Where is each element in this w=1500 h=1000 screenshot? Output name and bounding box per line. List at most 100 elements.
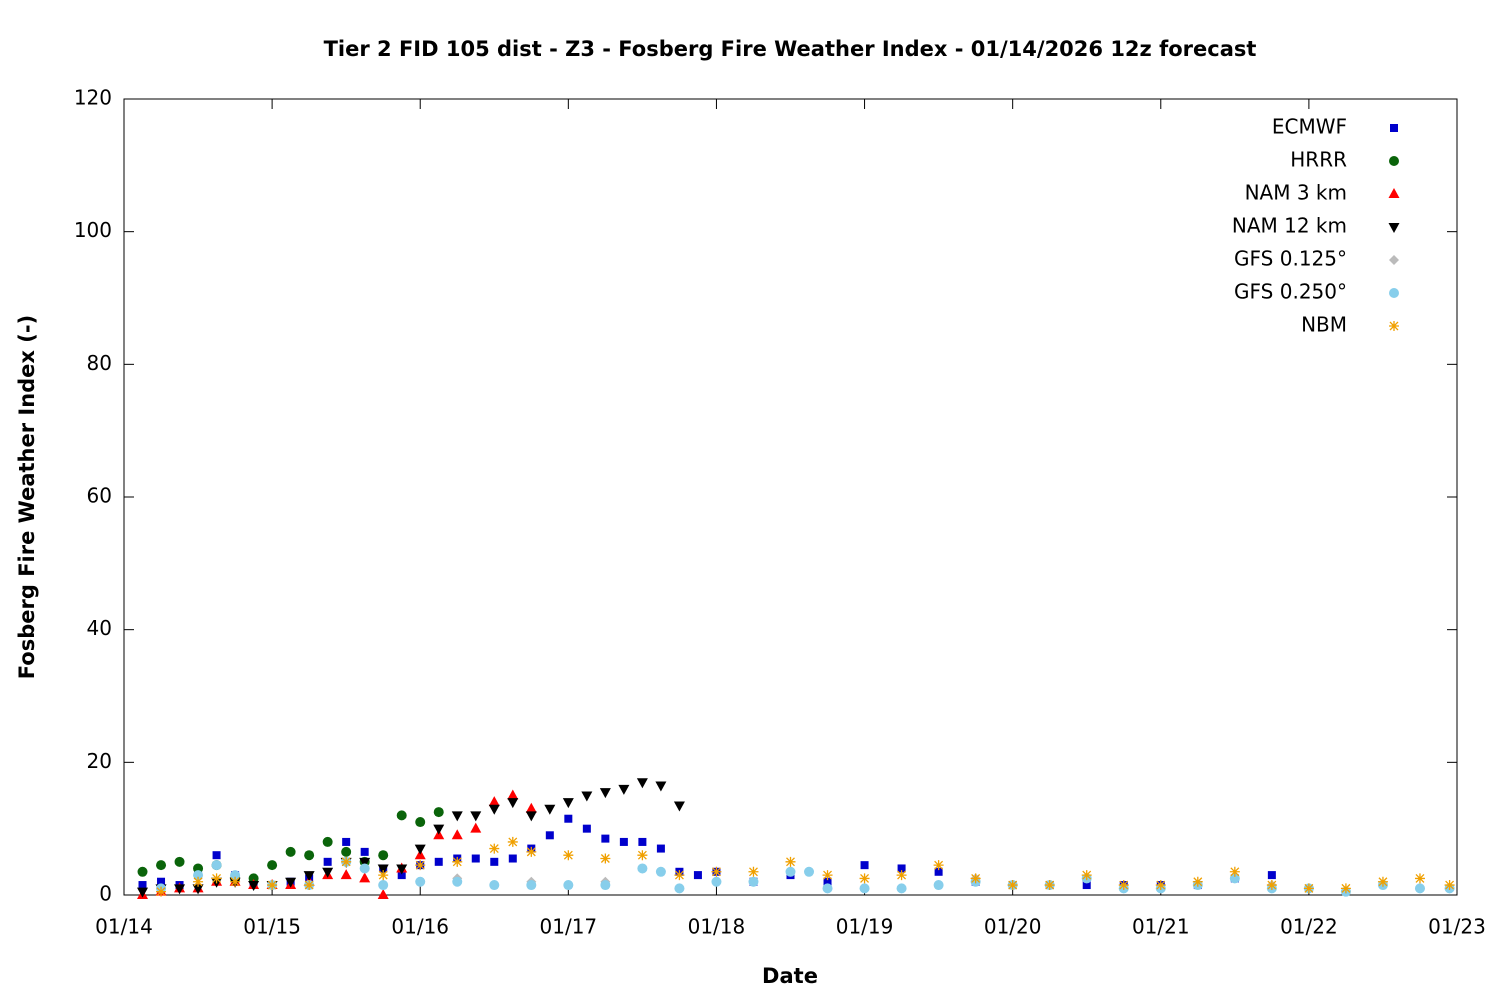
data-point <box>897 864 906 873</box>
legend-marker <box>1389 255 1399 265</box>
data-point <box>341 846 352 857</box>
data-point <box>655 781 667 792</box>
data-point <box>693 871 702 880</box>
data-point <box>137 866 148 877</box>
data-point <box>656 844 665 853</box>
data-point <box>1044 880 1055 891</box>
data-point <box>507 789 519 800</box>
x-tick-label: 01/19 <box>836 915 894 939</box>
data-point <box>508 854 517 863</box>
data-point <box>711 866 722 877</box>
data-point <box>638 837 647 846</box>
data-point <box>415 817 426 828</box>
data-point <box>581 791 593 802</box>
data-point <box>490 857 499 866</box>
legend-label: NAM 12 km <box>1232 214 1347 238</box>
data-point <box>1267 871 1276 880</box>
data-point <box>303 871 315 882</box>
legend-marker <box>1389 288 1399 298</box>
data-point <box>674 870 685 881</box>
data-point <box>414 844 426 855</box>
data-point <box>1340 883 1351 894</box>
data-point <box>157 877 166 886</box>
legend-label: ECMWF <box>1272 115 1347 139</box>
data-point <box>304 850 315 861</box>
data-point <box>526 846 537 857</box>
data-point <box>434 857 443 866</box>
data-point <box>896 883 907 894</box>
data-point <box>564 814 573 823</box>
data-point <box>1414 883 1425 894</box>
data-point <box>451 829 463 840</box>
data-point <box>342 837 351 846</box>
data-point <box>378 870 389 881</box>
data-point <box>1007 880 1018 891</box>
data-point <box>599 788 611 799</box>
data-point <box>1082 881 1091 890</box>
data-point <box>193 870 204 881</box>
data-point <box>582 824 591 833</box>
data-point <box>323 857 332 866</box>
y-tick-label: 80 <box>87 351 112 375</box>
legend-label: GFS 0.250° <box>1234 280 1347 304</box>
data-point <box>601 834 610 843</box>
data-point <box>673 801 685 812</box>
y-axis-label: Fosberg Fire Weather Index (-) <box>15 315 39 679</box>
data-point <box>230 876 241 887</box>
data-point <box>933 860 944 871</box>
legend-label: GFS 0.125° <box>1234 247 1347 271</box>
data-point <box>452 856 463 867</box>
data-point <box>822 883 833 894</box>
data-point <box>525 811 537 822</box>
data-point <box>507 798 519 809</box>
data-point <box>248 881 260 892</box>
x-tick-label: 01/18 <box>688 915 746 939</box>
y-tick-label: 0 <box>99 882 112 906</box>
data-point <box>433 807 444 818</box>
data-point <box>637 863 648 874</box>
data-point <box>285 877 297 888</box>
data-point <box>156 886 167 897</box>
data-point <box>488 804 500 815</box>
data-point <box>970 873 981 884</box>
data-point <box>619 837 628 846</box>
data-point <box>137 887 149 898</box>
data-point <box>637 850 648 861</box>
data-point <box>544 804 556 815</box>
data-point <box>415 860 426 871</box>
y-tick-label: 120 <box>74 86 112 110</box>
data-point <box>340 869 352 880</box>
data-point <box>192 884 204 895</box>
data-point <box>1229 866 1240 877</box>
data-point <box>212 851 221 860</box>
data-point <box>526 880 537 891</box>
data-point <box>563 850 574 861</box>
data-point <box>489 843 500 854</box>
data-point <box>1303 883 1314 894</box>
data-point <box>230 870 241 881</box>
data-point <box>415 876 426 887</box>
data-point <box>193 876 204 887</box>
data-point <box>359 863 370 874</box>
data-point <box>859 873 870 884</box>
data-point <box>1192 876 1203 887</box>
legend-label: NBM <box>1301 313 1347 337</box>
y-tick-label: 40 <box>87 616 112 640</box>
data-point <box>562 798 574 809</box>
y-tick-label: 60 <box>87 484 112 508</box>
data-point <box>618 784 630 795</box>
y-tick-label: 100 <box>74 218 112 242</box>
data-point <box>267 880 278 891</box>
data-point <box>322 836 333 847</box>
data-point <box>1414 873 1425 884</box>
data-point <box>156 860 167 871</box>
data-point <box>378 880 389 891</box>
legend-label: NAM 3 km <box>1245 181 1347 205</box>
x-tick-label: 01/16 <box>391 915 449 939</box>
data-point <box>359 857 371 868</box>
data-point <box>174 884 186 895</box>
legend-marker <box>1388 188 1400 198</box>
data-point <box>1118 880 1129 891</box>
data-point <box>377 864 389 875</box>
